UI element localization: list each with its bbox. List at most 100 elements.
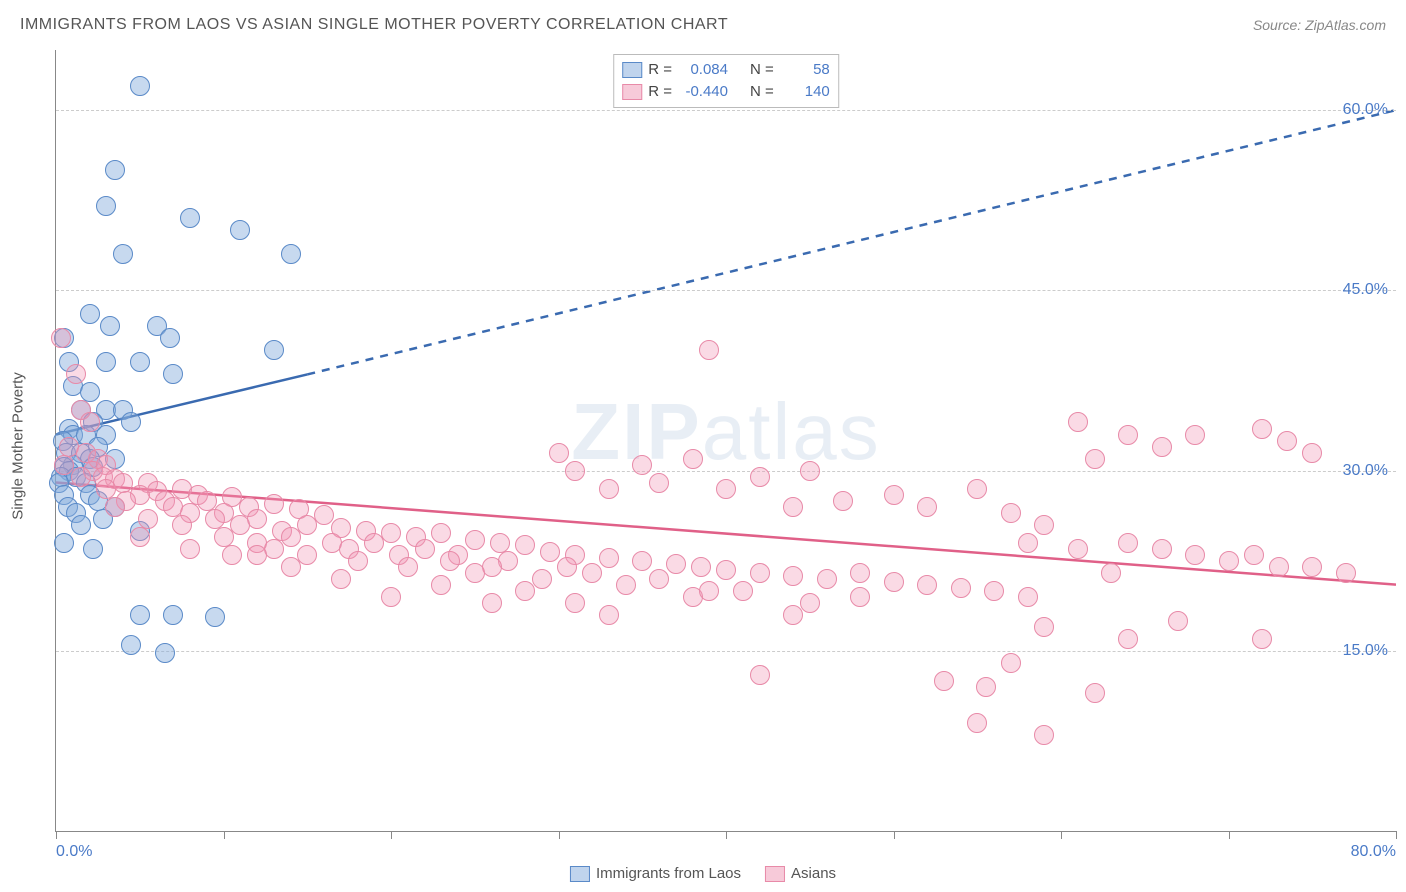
y-axis-label: Single Mother Poverty	[10, 372, 27, 520]
xtick	[1396, 831, 1397, 839]
data-point	[264, 340, 284, 360]
gridline	[56, 471, 1396, 472]
data-point	[934, 671, 954, 691]
r-value-laos: 0.084	[678, 59, 728, 81]
data-point	[1068, 412, 1088, 432]
data-point	[130, 352, 150, 372]
xtick	[1229, 831, 1230, 839]
data-point	[54, 533, 74, 553]
data-point	[465, 530, 485, 550]
xtick	[559, 831, 560, 839]
data-point	[716, 560, 736, 580]
gridline	[56, 110, 1396, 111]
data-point	[649, 473, 669, 493]
data-point	[180, 208, 200, 228]
data-point	[540, 542, 560, 562]
data-point	[222, 545, 242, 565]
data-point	[1168, 611, 1188, 631]
data-point	[490, 533, 510, 553]
data-point	[1219, 551, 1239, 571]
data-point	[415, 539, 435, 559]
data-point	[557, 557, 577, 577]
data-point	[1302, 443, 1322, 463]
data-point	[1018, 587, 1038, 607]
data-point	[431, 523, 451, 543]
data-point	[1001, 503, 1021, 523]
data-point	[281, 527, 301, 547]
data-point	[105, 160, 125, 180]
data-point	[247, 545, 267, 565]
data-point	[205, 509, 225, 529]
data-point	[1269, 557, 1289, 577]
data-point	[1302, 557, 1322, 577]
xtick	[56, 831, 57, 839]
data-point	[1252, 419, 1272, 439]
data-point	[163, 605, 183, 625]
data-point	[967, 479, 987, 499]
n-label: N =	[750, 81, 774, 103]
data-point	[1034, 617, 1054, 637]
data-point	[616, 575, 636, 595]
stats-row-laos: R = 0.084 N = 58	[622, 59, 830, 81]
data-point	[264, 494, 284, 514]
r-label: R =	[648, 81, 672, 103]
data-point	[800, 593, 820, 613]
data-point	[297, 515, 317, 535]
data-point	[130, 76, 150, 96]
n-value-asians: 140	[780, 81, 830, 103]
data-point	[917, 575, 937, 595]
data-point	[1085, 683, 1105, 703]
data-point	[884, 572, 904, 592]
data-point	[649, 569, 669, 589]
xtick-label: 80.0%	[1351, 843, 1396, 861]
data-point	[750, 563, 770, 583]
data-point	[130, 605, 150, 625]
r-label: R =	[648, 59, 672, 81]
swatch-asians	[622, 84, 642, 100]
data-point	[967, 713, 987, 733]
data-point	[632, 455, 652, 475]
data-point	[733, 581, 753, 601]
data-point	[1244, 545, 1264, 565]
data-point	[599, 548, 619, 568]
data-point	[172, 515, 192, 535]
data-point	[113, 244, 133, 264]
data-point	[160, 328, 180, 348]
data-point	[297, 545, 317, 565]
legend-item-laos: Immigrants from Laos	[570, 865, 741, 882]
n-value-laos: 58	[780, 59, 830, 81]
data-point	[96, 352, 116, 372]
data-point	[850, 587, 870, 607]
data-point	[783, 497, 803, 517]
ytick-label: 30.0%	[1343, 462, 1388, 480]
data-point	[71, 515, 91, 535]
data-point	[100, 316, 120, 336]
data-point	[83, 539, 103, 559]
data-point	[205, 607, 225, 627]
data-point	[817, 569, 837, 589]
source-label: Source: ZipAtlas.com	[1253, 17, 1386, 33]
data-point	[666, 554, 686, 574]
data-point	[180, 539, 200, 559]
xtick-label: 0.0%	[56, 843, 92, 861]
data-point	[1336, 563, 1356, 583]
data-point	[105, 497, 125, 517]
data-point	[80, 382, 100, 402]
data-point	[699, 340, 719, 360]
data-point	[1118, 425, 1138, 445]
data-point	[348, 551, 368, 571]
data-point	[783, 566, 803, 586]
data-point	[96, 479, 116, 499]
data-point	[1152, 539, 1172, 559]
swatch-laos	[570, 866, 590, 882]
data-point	[515, 581, 535, 601]
data-point	[1277, 431, 1297, 451]
plot-area: ZIPatlas R = 0.084 N = 58 R = -0.440 N =…	[55, 50, 1396, 832]
data-point	[783, 605, 803, 625]
data-point	[1101, 563, 1121, 583]
data-point	[465, 563, 485, 583]
data-point	[1068, 539, 1088, 559]
data-point	[398, 557, 418, 577]
ytick-label: 15.0%	[1343, 642, 1388, 660]
data-point	[431, 575, 451, 595]
